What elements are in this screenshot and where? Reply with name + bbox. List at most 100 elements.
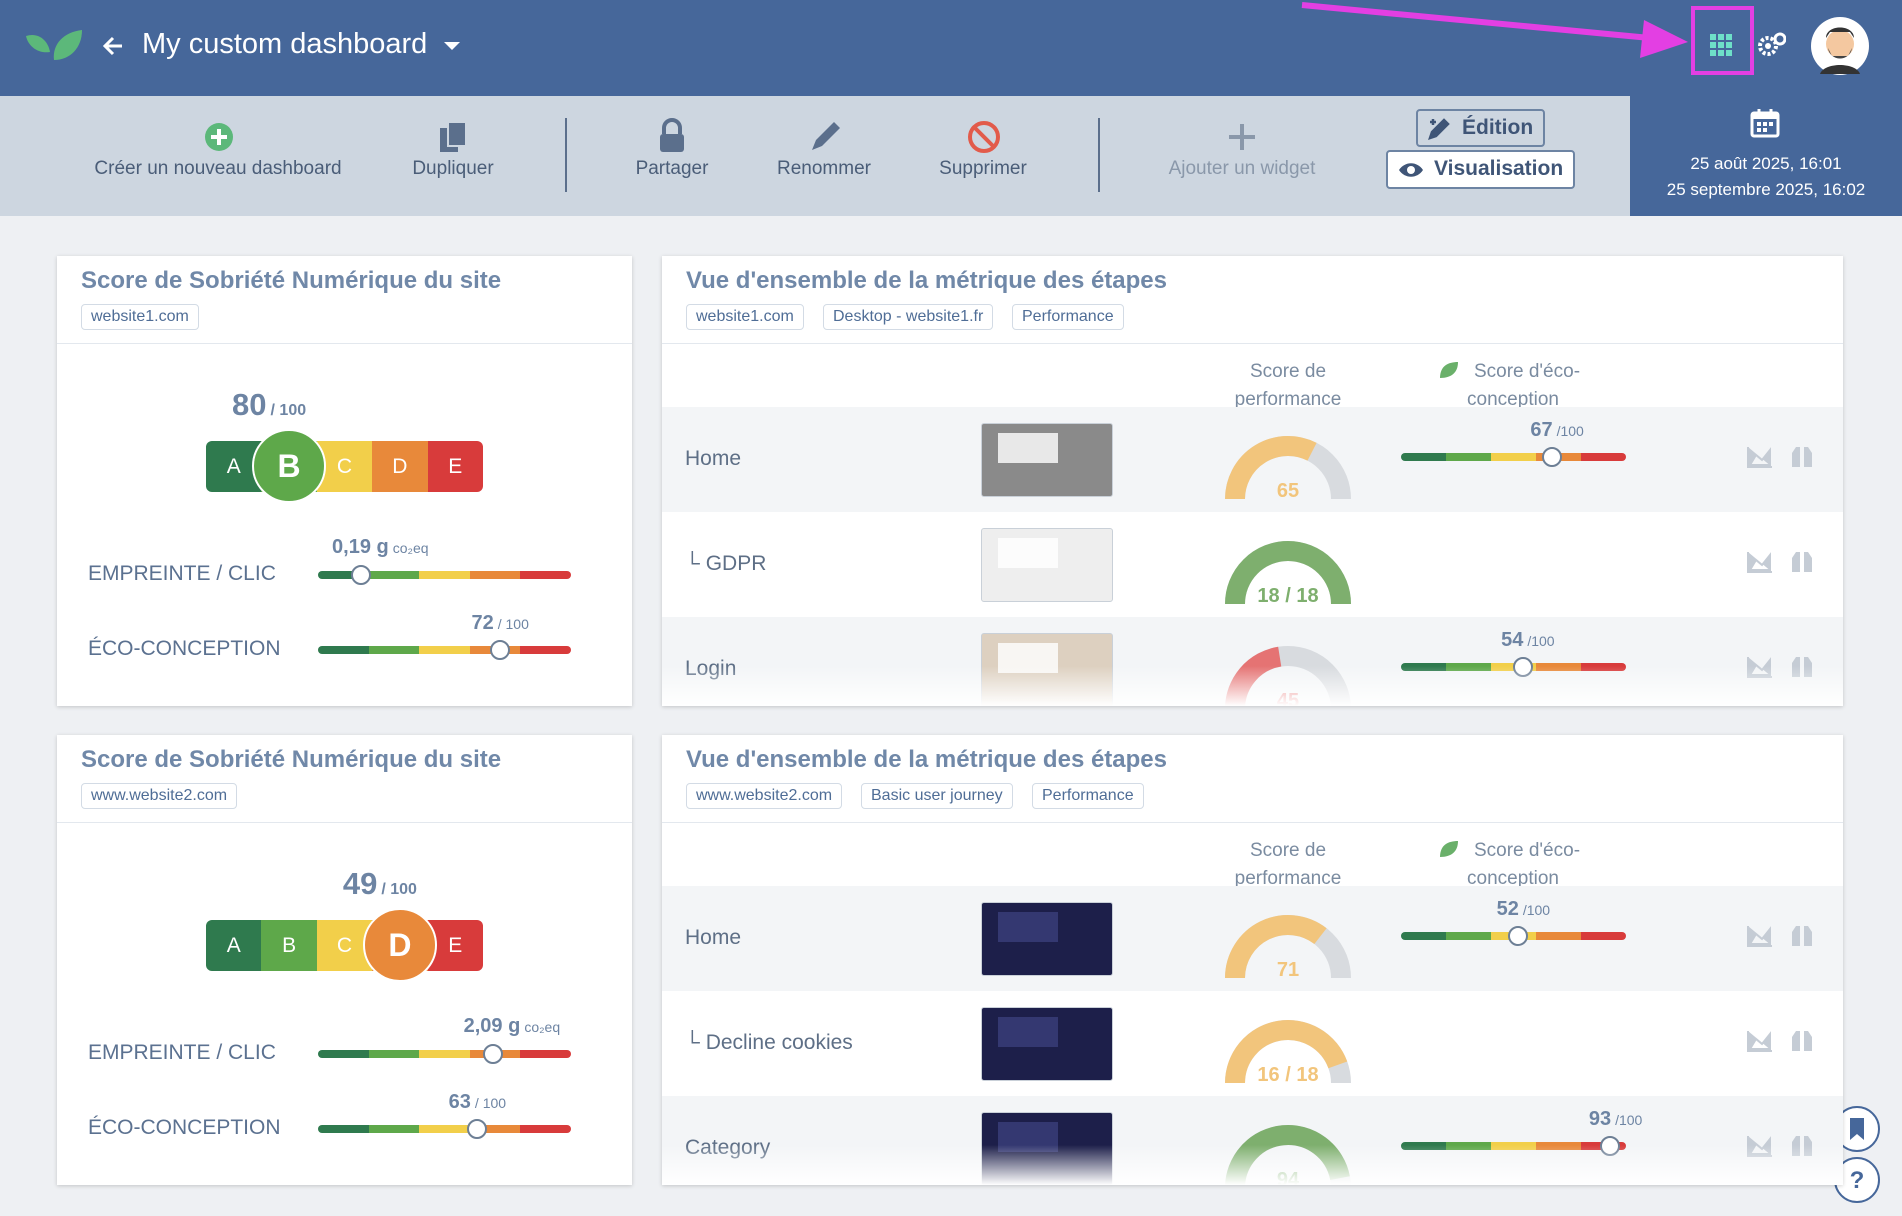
tag: website1.com [81, 304, 199, 330]
scale-segment [419, 571, 470, 579]
chart-icon[interactable] [1747, 926, 1772, 947]
view-label: Visualisation [1434, 157, 1564, 180]
eco-max: /100 [1522, 902, 1551, 918]
footprint-value: 0,19 g co₂eq [332, 536, 429, 559]
eco-value: 93/100 [1589, 1108, 1643, 1131]
date-panel[interactable]: 25 août 2025, 16:01 25 septembre 2025, 1… [1630, 96, 1902, 216]
scale-marker [482, 1044, 503, 1064]
table-row: Home 71 52/100 [662, 886, 1843, 991]
eco-number: 52 [1496, 898, 1519, 920]
column-header: Score de performance [1234, 361, 1342, 410]
step-name[interactable]: └ Decline cookies [685, 1031, 853, 1054]
floating-buttons: ? [1834, 1106, 1880, 1203]
chart-icon[interactable] [1747, 1031, 1772, 1052]
score-max: / 100 [381, 881, 417, 898]
thumbnail-content [998, 433, 1058, 463]
scale-segment [520, 1125, 571, 1133]
toolbar-label[interactable]: Dupliquer [412, 158, 494, 179]
scale-segment [368, 646, 420, 654]
grade-badge: D [362, 908, 437, 982]
back-arrow[interactable] [102, 34, 126, 58]
scale-segment [520, 1050, 571, 1058]
row-actions [1747, 447, 1812, 468]
toolbar-label[interactable]: Ajouter un widget [1168, 158, 1316, 179]
footprint-label: EMPREINTE / CLIC [88, 1041, 276, 1064]
scale-segment [1401, 453, 1446, 461]
create-icon [205, 123, 233, 151]
top-bar: My custom dashboard [0, 0, 1902, 96]
step-name[interactable]: └ GDPR [685, 552, 767, 575]
grade-cell: B [261, 920, 317, 971]
score-value: 80/ 100 [232, 387, 306, 423]
eco-number: 63 [448, 1091, 471, 1113]
gauge-fill [1225, 541, 1351, 605]
step-name[interactable]: Home [685, 926, 742, 949]
grade-cell: A [206, 920, 262, 971]
add-widget-icon [1229, 124, 1255, 150]
toolbar-label[interactable]: Renommer [777, 158, 871, 179]
scale-segment [368, 1125, 420, 1133]
tag: Basic user journey [861, 783, 1013, 809]
edit-button[interactable]: Édition [1416, 109, 1545, 147]
score-max: / 100 [270, 402, 307, 419]
table-row: Home 65 67/100 [662, 407, 1843, 512]
toolbar-label[interactable]: Supprimer [939, 158, 1027, 179]
column-header: Score de performance [1234, 840, 1342, 889]
view-icon [1399, 163, 1423, 177]
eco-max: /100 [1527, 633, 1555, 649]
scale-segment [1581, 932, 1626, 940]
dropdown-caret[interactable] [442, 40, 462, 52]
eco-number: 67 [1530, 419, 1553, 441]
eco-label: ÉCO-CONCEPTION [88, 637, 281, 660]
fade [662, 1145, 1843, 1185]
fade [662, 666, 1843, 706]
row-actions [1747, 1031, 1812, 1052]
footprint-value: 2,09 g co₂eq [464, 1015, 561, 1038]
toolbar-label[interactable]: Partager [635, 158, 709, 179]
binoculars-icon [1792, 552, 1812, 572]
scale-segment [469, 571, 521, 579]
eco-value: 54/100 [1501, 629, 1555, 652]
avatar[interactable] [1810, 16, 1870, 80]
binoculars-icon [1792, 447, 1812, 467]
toolbar-label[interactable]: Créer un nouveau dashboard [94, 158, 342, 179]
divider [662, 343, 1843, 344]
tag: www.website2.com [81, 783, 238, 809]
dashboard-title[interactable]: My custom dashboard [142, 28, 428, 60]
settings-icon[interactable] [1758, 32, 1786, 58]
separator [1098, 118, 1100, 192]
eco-number: 93 [1588, 1108, 1612, 1130]
rename-icon [812, 122, 840, 150]
scale-segment [1536, 932, 1581, 940]
delete-icon [968, 121, 1000, 153]
overview-card: Vue d'ensemble de la métrique des étapes… [662, 735, 1843, 1185]
eco-max: /100 [1615, 1112, 1643, 1128]
gauge-fill [1225, 436, 1317, 500]
leaf-icon [1440, 841, 1458, 857]
chart-icon[interactable] [1747, 447, 1772, 468]
chart-icon[interactable] [1747, 552, 1772, 573]
tag: Desktop - website1.fr [823, 304, 994, 330]
date-start: 25 août 2025, 16:01 [1690, 154, 1842, 173]
card-title: Vue d'ensemble de la métrique des étapes [686, 267, 1167, 294]
logo [26, 30, 82, 60]
scale-marker [1508, 926, 1528, 946]
score-card: Score de Sobriété Numérique du site www.w… [57, 735, 632, 1185]
scale-marker [490, 640, 511, 660]
scale-segment [318, 1050, 369, 1058]
scale-segment [1401, 932, 1446, 940]
grade-cell: D [372, 441, 428, 492]
gauge-fill [1225, 915, 1327, 979]
edit-icon [1428, 118, 1450, 140]
scale-segment [1491, 453, 1536, 461]
apps-icon[interactable] [1710, 34, 1732, 56]
column-header: Score d'éco-conception [1467, 361, 1581, 410]
step-name[interactable]: Home [685, 447, 742, 470]
divider [57, 343, 632, 344]
share-icon [660, 118, 684, 152]
scale-marker [351, 565, 371, 585]
view-button[interactable]: Visualisation [1386, 150, 1575, 189]
footprint-label: EMPREINTE / CLIC [88, 562, 276, 585]
row-actions [1747, 552, 1812, 573]
scale-segment [469, 1125, 521, 1133]
